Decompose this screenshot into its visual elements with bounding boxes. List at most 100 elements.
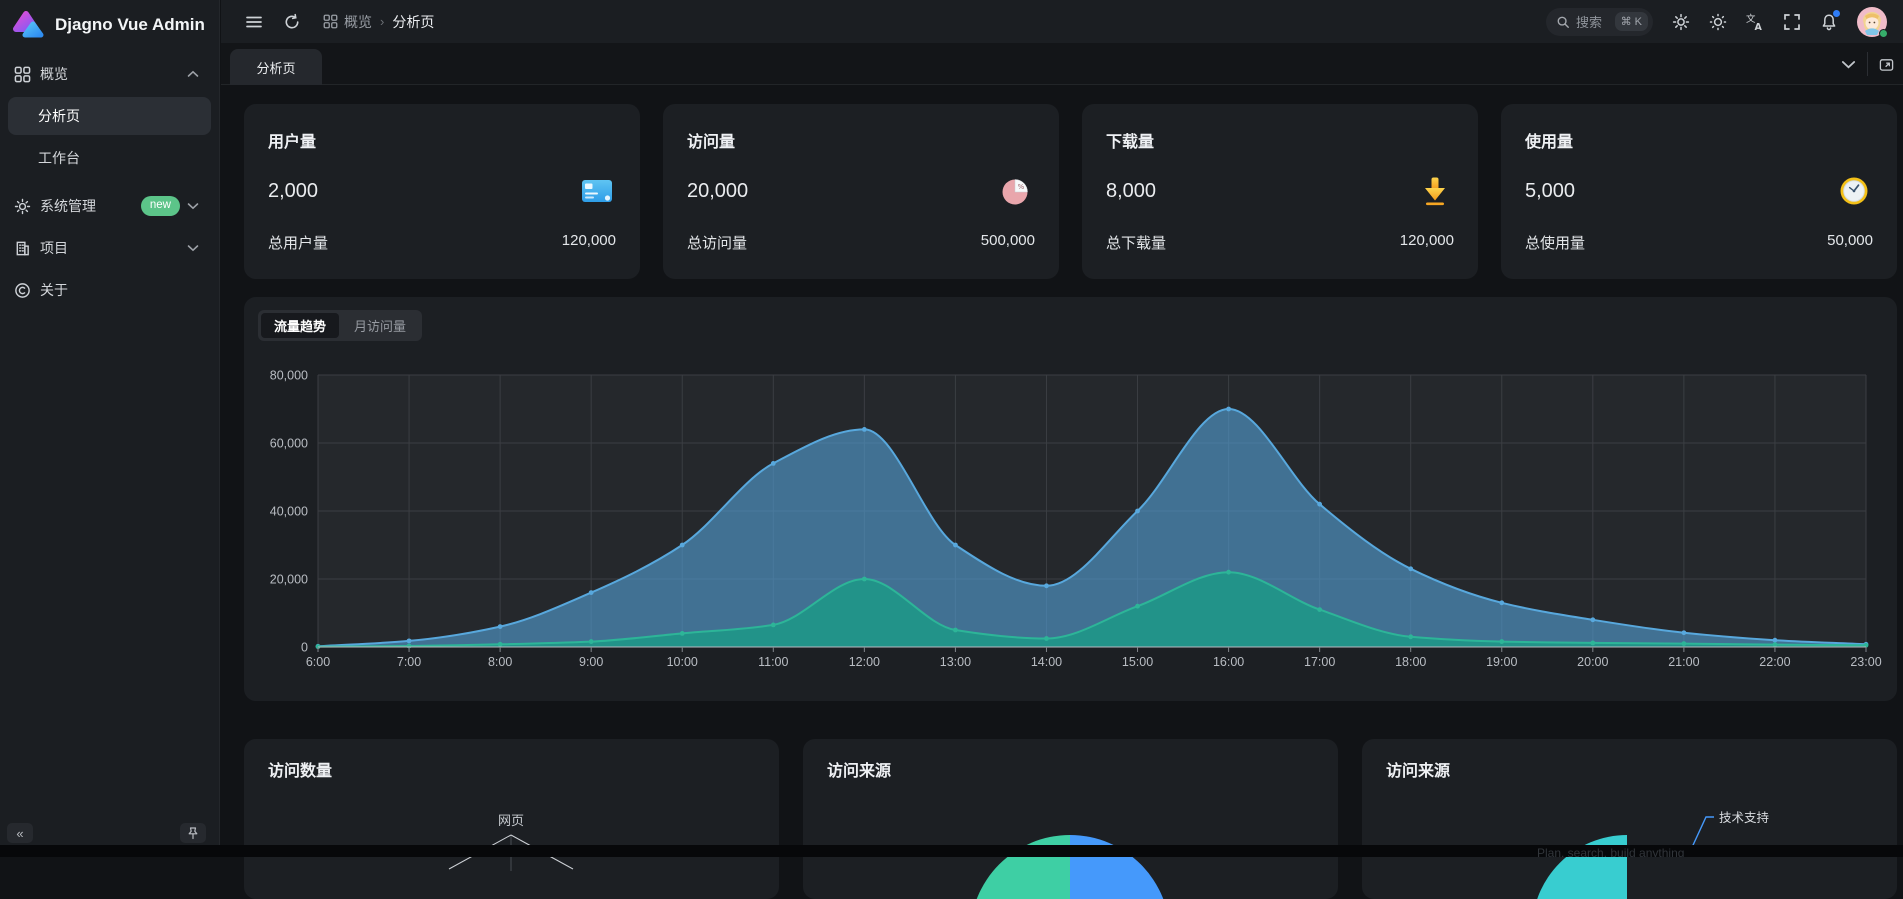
pin-sidebar-button[interactable] [180,823,206,843]
grid-icon [323,14,338,29]
visit-source-card-1: 访问来源 [803,739,1338,899]
card-title: 访问来源 [827,763,892,780]
stat-footer-value: 120,000 [1399,232,1454,249]
stat-footer-label: 总用户量 [268,235,329,252]
svg-text:10:00: 10:00 [667,655,698,669]
tabs-chevron-down-icon[interactable] [1841,57,1856,72]
svg-text:9:00: 9:00 [579,655,603,669]
svg-text:80,000: 80,000 [270,369,308,383]
background-window-strip: Plan, search, build anything [0,845,1903,857]
svg-text:0: 0 [301,641,308,655]
refresh-icon[interactable] [283,13,301,31]
settings-icon[interactable] [1672,13,1690,31]
menu-toggle-icon[interactable] [245,13,263,31]
breadcrumb-item-overview[interactable]: 概览 [323,12,372,32]
visit-source-card-2: 访问来源 技术支持 [1362,739,1897,899]
sidebar-item-analysis[interactable]: 分析页 [8,97,211,135]
stat-title: 使用量 [1525,134,1574,151]
online-status-dot [1879,28,1888,38]
fullscreen-icon[interactable] [1783,13,1801,31]
collapse-icon: « [16,825,24,841]
header: 概览 › 分析页 搜索 ⌘ K [221,0,1903,43]
pie-label-line [1687,816,1714,857]
clock-icon [1837,174,1871,208]
new-badge: new [140,196,180,216]
tab-traffic-trend[interactable]: 流量趋势 [261,313,340,338]
notification-bell-icon[interactable] [1820,9,1840,31]
card-title: 访问数量 [268,763,333,780]
breadcrumb: 概览 › 分析页 [323,12,434,32]
sidebar-item-workbench[interactable]: 工作台 [8,139,211,177]
stat-value: 5,000 [1525,180,1576,202]
tab-analysis[interactable]: 分析页 [230,49,322,85]
search-placeholder: 搜索 [1576,15,1603,30]
search-input[interactable]: 搜索 ⌘ K [1546,7,1653,36]
stat-footer-value: 120,000 [561,232,616,249]
stat-card-downloads: 下载量 8,000 总下载量 120,000 [1082,104,1478,279]
traffic-trend-card: 流量趋势 月访问量 6:00 7:00 8:00 9:00 10:00 11:00 12:0… [244,297,1897,701]
app-title: Djagno Vue Admin [55,15,205,34]
pie-chart-icon: % [999,174,1033,208]
svg-text:16:00: 16:00 [1213,655,1244,669]
building-icon [14,240,31,257]
breadcrumb-item-analysis[interactable]: 分析页 [392,13,435,30]
sidebar-item-label: 概览 [40,66,68,82]
sidebar-item-system[interactable]: 系统管理 new [8,187,211,225]
svg-text:17:00: 17:00 [1304,655,1335,669]
sidebar-item-label: 项目 [40,240,68,256]
chevron-down-icon [187,203,199,210]
language-icon[interactable]: 文 A [1746,13,1764,31]
chevron-down-icon [187,245,199,252]
chevron-up-icon [187,70,199,77]
tab-monthly-visits[interactable]: 月访问量 [354,319,407,334]
gear-icon [14,198,31,215]
sidebar-item-about[interactable]: 关于 [8,271,211,309]
pin-icon [188,826,198,839]
svg-text:%: % [1018,183,1025,191]
id-card-icon [580,174,614,208]
search-icon [1557,16,1569,28]
stat-title: 下载量 [1106,134,1155,151]
app-logo-icon [10,7,46,43]
sidebar-item-label: 关于 [40,282,68,298]
svg-text:文: 文 [1746,13,1756,25]
stat-value: 20,000 [687,180,749,202]
stat-card-visits: 访问量 20,000 % 总访问量 500,000 [663,104,1059,279]
notification-dot [1833,9,1840,17]
traffic-trend-chart: 6:00 7:00 8:00 9:00 10:00 11:00 12:00 13:00 14:0… [270,369,1882,670]
avatar[interactable] [1857,6,1888,38]
sidebar-item-projects[interactable]: 项目 [8,229,211,267]
svg-text:12:00: 12:00 [849,655,880,669]
stat-footer-label: 总使用量 [1525,235,1586,252]
svg-text:7:00: 7:00 [397,655,421,669]
radar-axis-label: 网页 [498,813,524,828]
chevron-right-icon: › [380,14,385,29]
expand-content-icon[interactable] [1879,57,1894,72]
sidebar-item-overview[interactable]: 概览 [8,55,211,93]
svg-text:8:00: 8:00 [488,655,512,669]
tab-strip: 分析页 [221,43,1903,85]
download-icon [1418,174,1452,208]
logo-row[interactable]: Djagno Vue Admin [0,0,219,46]
svg-text:22:00: 22:00 [1759,655,1790,669]
svg-text:6:00: 6:00 [306,655,330,669]
svg-text:20:00: 20:00 [1577,655,1608,669]
stat-title: 访问量 [687,134,736,151]
card-title: 访问来源 [1386,763,1451,780]
stat-footer-label: 总下载量 [1106,235,1167,252]
keyboard-shortcut-badge: ⌘ K [1614,12,1648,31]
svg-text:23:00: 23:00 [1850,655,1881,669]
svg-text:15:00: 15:00 [1122,655,1153,669]
pie-chart [976,835,1164,899]
svg-text:A: A [1755,22,1763,31]
stat-card-users: 用户量 2,000 总用户量 120,000 [244,104,640,279]
divider [1867,52,1868,76]
svg-text:21:00: 21:00 [1668,655,1699,669]
svg-text:40,000: 40,000 [270,505,308,519]
svg-text:20,000: 20,000 [270,573,308,587]
theme-toggle-icon[interactable] [1709,13,1727,31]
stat-footer-value: 50,000 [1827,232,1873,249]
svg-text:18:00: 18:00 [1395,655,1426,669]
collapse-sidebar-button[interactable]: « [7,823,33,843]
sidebar-menu: 概览 分析页 工作台 系统管理 new [0,46,219,309]
